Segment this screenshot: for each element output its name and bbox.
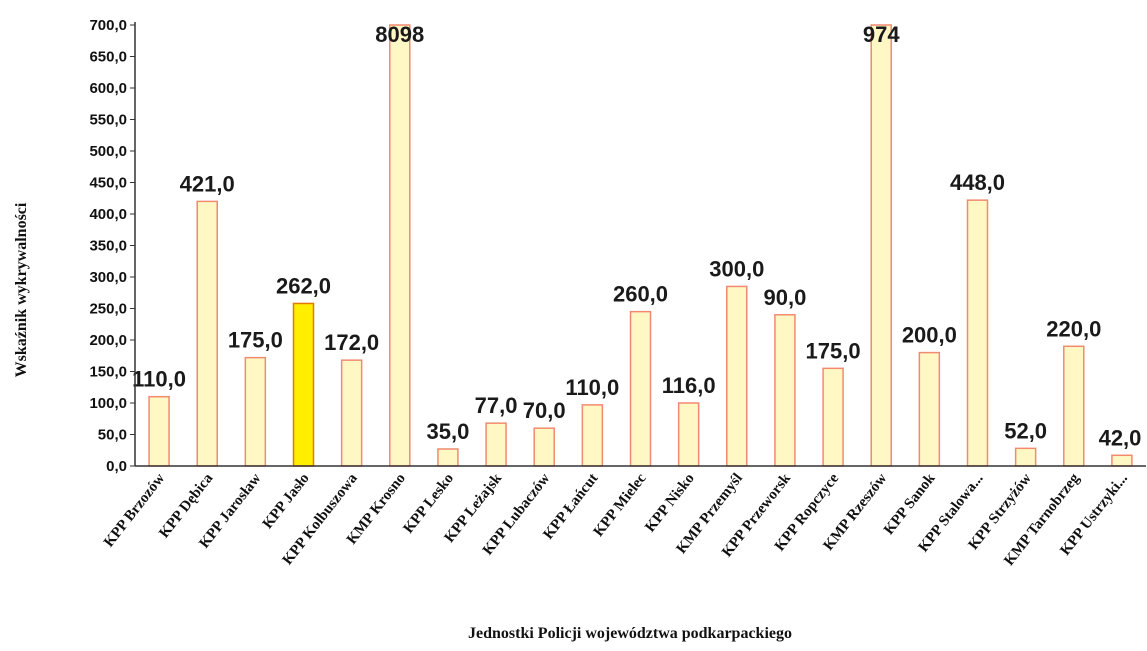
data-label: 110,0 [132, 367, 186, 392]
bar [389, 24, 411, 467]
data-label: 260,0 [613, 282, 668, 307]
bar [533, 427, 555, 467]
bar [148, 395, 170, 467]
data-label: 77,0 [475, 393, 518, 418]
data-label: 116,0 [662, 373, 716, 398]
bar [726, 285, 748, 467]
bar [581, 404, 604, 467]
data-label: 421,0 [180, 171, 235, 196]
y-tick-label: 0,0 [106, 458, 127, 475]
x-tick-label: KPP Jasło [260, 471, 313, 532]
y-tick-label: 600,0 [89, 80, 127, 97]
bar [1063, 345, 1085, 467]
bar [822, 367, 844, 467]
data-label: 90,0 [764, 285, 807, 310]
data-label: 220,0 [1046, 316, 1101, 341]
data-label: 300,0 [709, 256, 764, 281]
x-tick-label: KPP Brzozów [101, 470, 168, 550]
y-tick-label: 250,0 [89, 301, 127, 318]
data-label: 172,0 [324, 330, 379, 355]
y-axis-ticks: 0,0 50,0 100,0 150,0 200,0 250,0 300,0 350,0 400… [89, 17, 135, 475]
bar [677, 402, 700, 467]
bar [870, 24, 892, 467]
x-axis-label: Jednostki Policji województwa podkarpack… [468, 625, 792, 642]
bar [774, 314, 796, 467]
y-tick-label: 650,0 [89, 49, 127, 66]
bar [629, 310, 652, 467]
data-label: 175,0 [806, 338, 861, 363]
data-label: 110,0 [565, 375, 619, 400]
bar [918, 351, 941, 467]
data-label: 448,0 [950, 170, 1005, 195]
data-label: 262,0 [276, 273, 331, 298]
bar [196, 200, 218, 467]
data-label: 52,0 [1004, 418, 1047, 443]
data-label: 35,0 [427, 419, 470, 444]
y-tick-label: 400,0 [89, 206, 127, 223]
y-tick-label: 50,0 [98, 427, 127, 444]
data-label: 200,0 [902, 323, 957, 348]
y-tick-label: 550,0 [89, 112, 127, 129]
y-tick-label: 150,0 [89, 364, 127, 381]
bar [485, 422, 507, 467]
bar [292, 302, 315, 467]
y-axis-title: Wskaźnik wykrywalności [13, 202, 30, 377]
data-label: 70,0 [523, 398, 566, 423]
bar [340, 359, 363, 467]
data-labels: 110,0 421,0 175,0 262,0 172,0 8098 35,077,0 70,… [132, 22, 1141, 450]
y-tick-label: 500,0 [89, 143, 127, 160]
y-tick-label: 200,0 [89, 332, 127, 349]
bar [1111, 454, 1133, 467]
y-axis-label: Wskaźnik wykrywalności [13, 202, 30, 377]
y-tick-label: 700,0 [89, 17, 127, 34]
data-label: 974 [863, 22, 900, 47]
y-tick-label: 450,0 [89, 175, 127, 192]
data-label: 42,0 [1099, 425, 1142, 450]
bar [244, 356, 267, 467]
y-tick-label: 350,0 [89, 238, 127, 255]
data-label: 8098 [375, 22, 424, 47]
bar [437, 448, 459, 467]
bar [1014, 447, 1037, 467]
bar [966, 199, 989, 467]
bars [148, 24, 1133, 467]
y-tick-label: 100,0 [89, 395, 127, 412]
y-tick-label: 300,0 [89, 269, 127, 286]
data-label: 175,0 [228, 328, 283, 353]
